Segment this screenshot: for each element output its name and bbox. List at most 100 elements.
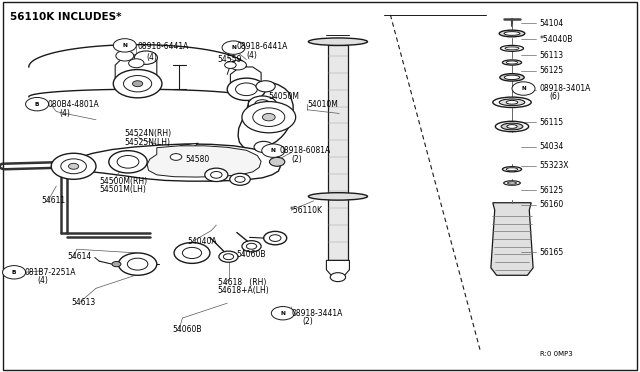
Ellipse shape bbox=[507, 125, 517, 128]
Ellipse shape bbox=[504, 32, 520, 35]
Ellipse shape bbox=[508, 182, 516, 184]
Ellipse shape bbox=[500, 45, 524, 51]
Circle shape bbox=[223, 254, 234, 260]
Text: 54618   (RH): 54618 (RH) bbox=[218, 278, 266, 287]
Circle shape bbox=[242, 102, 296, 133]
Polygon shape bbox=[230, 67, 261, 89]
Text: 54050M: 54050M bbox=[269, 92, 300, 101]
Text: N: N bbox=[280, 311, 285, 316]
Ellipse shape bbox=[502, 60, 522, 65]
Text: (6): (6) bbox=[549, 92, 560, 101]
Circle shape bbox=[246, 243, 257, 249]
Polygon shape bbox=[3, 2, 637, 370]
Circle shape bbox=[116, 51, 134, 61]
Circle shape bbox=[113, 39, 136, 52]
Text: 08918-3401A: 08918-3401A bbox=[540, 84, 591, 93]
Circle shape bbox=[129, 59, 144, 68]
Text: 080B4-4801A: 080B4-4801A bbox=[48, 100, 100, 109]
Circle shape bbox=[68, 163, 79, 169]
Text: 56125: 56125 bbox=[540, 186, 564, 195]
Text: 08918-6441A: 08918-6441A bbox=[138, 42, 189, 51]
Text: 54010M: 54010M bbox=[307, 100, 338, 109]
Text: *54040B: *54040B bbox=[540, 35, 573, 44]
Text: N: N bbox=[271, 148, 276, 153]
Text: 08918-6081A: 08918-6081A bbox=[280, 146, 331, 155]
Ellipse shape bbox=[499, 30, 525, 37]
Text: 54559: 54559 bbox=[218, 55, 242, 64]
Text: 56113: 56113 bbox=[540, 51, 564, 60]
Circle shape bbox=[112, 262, 121, 267]
Ellipse shape bbox=[504, 75, 520, 80]
Text: N: N bbox=[231, 45, 236, 50]
Circle shape bbox=[113, 70, 162, 98]
Text: (4): (4) bbox=[146, 53, 157, 62]
Circle shape bbox=[227, 78, 266, 100]
Circle shape bbox=[132, 81, 143, 87]
Circle shape bbox=[3, 266, 26, 279]
Text: 54104: 54104 bbox=[540, 19, 564, 28]
Text: N: N bbox=[521, 86, 526, 91]
Circle shape bbox=[264, 231, 287, 245]
Circle shape bbox=[256, 81, 275, 92]
Circle shape bbox=[174, 243, 210, 263]
Text: (2): (2) bbox=[303, 317, 314, 326]
Ellipse shape bbox=[504, 181, 520, 185]
Circle shape bbox=[222, 41, 245, 54]
Text: 54501M(LH): 54501M(LH) bbox=[99, 185, 146, 194]
Circle shape bbox=[61, 159, 86, 174]
Ellipse shape bbox=[506, 100, 518, 104]
Circle shape bbox=[26, 97, 49, 111]
Circle shape bbox=[262, 144, 285, 157]
Text: 56125: 56125 bbox=[540, 66, 564, 75]
Ellipse shape bbox=[500, 74, 524, 81]
Text: 54500M(RH): 54500M(RH) bbox=[99, 177, 147, 186]
Circle shape bbox=[219, 251, 238, 262]
Ellipse shape bbox=[499, 99, 525, 106]
Circle shape bbox=[124, 76, 152, 92]
Text: 54060B: 54060B bbox=[173, 325, 202, 334]
Circle shape bbox=[170, 154, 182, 160]
Text: 54040A: 54040A bbox=[188, 237, 217, 246]
Polygon shape bbox=[170, 143, 198, 158]
Circle shape bbox=[205, 168, 228, 182]
Ellipse shape bbox=[506, 61, 518, 64]
Polygon shape bbox=[491, 203, 533, 275]
Text: 54618+A(LH): 54618+A(LH) bbox=[218, 286, 269, 295]
Polygon shape bbox=[125, 256, 152, 271]
Ellipse shape bbox=[493, 97, 531, 108]
Ellipse shape bbox=[495, 121, 529, 132]
Polygon shape bbox=[179, 245, 205, 260]
Circle shape bbox=[225, 62, 236, 68]
Circle shape bbox=[262, 113, 275, 121]
Text: 54611: 54611 bbox=[42, 196, 66, 205]
Text: *56110K: *56110K bbox=[289, 206, 323, 215]
Circle shape bbox=[134, 51, 157, 64]
Ellipse shape bbox=[502, 167, 522, 172]
Text: (4): (4) bbox=[246, 51, 257, 60]
Circle shape bbox=[253, 108, 285, 126]
Text: (4): (4) bbox=[59, 109, 70, 118]
Circle shape bbox=[255, 100, 270, 109]
Circle shape bbox=[271, 307, 294, 320]
Circle shape bbox=[248, 96, 276, 112]
Text: (4): (4) bbox=[37, 276, 48, 285]
Text: 56165: 56165 bbox=[540, 248, 564, 257]
Text: 08918-3441A: 08918-3441A bbox=[292, 309, 343, 318]
Circle shape bbox=[230, 60, 246, 70]
Circle shape bbox=[211, 171, 222, 178]
Text: 54613: 54613 bbox=[72, 298, 96, 307]
Circle shape bbox=[242, 241, 261, 252]
Ellipse shape bbox=[501, 123, 523, 130]
Circle shape bbox=[269, 235, 281, 241]
Circle shape bbox=[269, 157, 285, 166]
Text: 54060B: 54060B bbox=[237, 250, 266, 259]
Circle shape bbox=[127, 258, 148, 270]
Circle shape bbox=[235, 176, 245, 182]
Ellipse shape bbox=[308, 38, 367, 45]
Text: 54580: 54580 bbox=[186, 155, 210, 164]
Polygon shape bbox=[238, 82, 293, 150]
Text: 54525N(LH): 54525N(LH) bbox=[125, 138, 171, 147]
Text: 54034: 54034 bbox=[540, 142, 564, 151]
Circle shape bbox=[330, 273, 346, 282]
Text: 54614: 54614 bbox=[67, 252, 92, 261]
